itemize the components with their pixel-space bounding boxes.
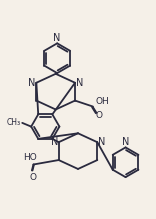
Text: N: N xyxy=(54,33,61,43)
Text: N: N xyxy=(28,78,36,88)
Text: HO: HO xyxy=(24,152,37,162)
Text: O: O xyxy=(95,111,102,120)
Text: N: N xyxy=(76,78,83,88)
Text: OH: OH xyxy=(96,97,110,106)
Text: CH₃: CH₃ xyxy=(7,118,21,127)
Text: O: O xyxy=(29,173,36,182)
Text: N: N xyxy=(98,137,105,147)
Text: N: N xyxy=(122,137,129,147)
Text: N: N xyxy=(51,137,58,147)
